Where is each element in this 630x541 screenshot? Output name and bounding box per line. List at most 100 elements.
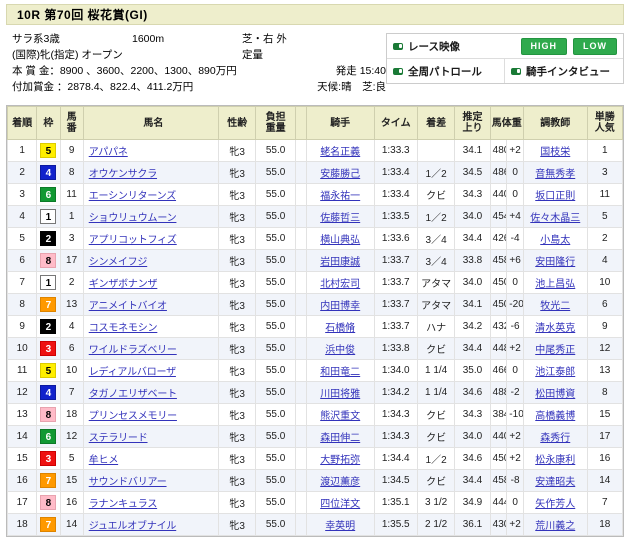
cell-horse-weight-diff: -4 — [506, 227, 524, 250]
interview-label: 騎手インタビュー — [526, 65, 610, 78]
trainer-link[interactable]: 坂口正則 — [535, 191, 576, 202]
horse-name-link[interactable]: レディアルバローザ — [88, 367, 176, 378]
jockey-interview-entry[interactable]: 騎手インタビュー — [505, 59, 623, 83]
trainer-link[interactable]: 矢作芳人 — [535, 499, 576, 510]
cell-frame: 6 — [36, 183, 61, 206]
header-rank: 着順 — [6, 106, 38, 140]
cell-trainer: 松田博資 — [522, 381, 588, 404]
trainer-link[interactable]: 佐々木晶三 — [530, 213, 581, 224]
cell-carried-weight: 55.0 — [255, 249, 296, 272]
video-high-button[interactable]: HIGH — [520, 37, 567, 55]
horse-name-link[interactable]: コスモネモシン — [88, 323, 158, 334]
horse-name-link[interactable]: シンメイフジ — [88, 257, 148, 268]
horse-name-link[interactable]: オウケンサクラ — [88, 169, 158, 180]
cell-horse_no: 3 — [59, 227, 84, 250]
jockey-link[interactable]: 浜中俊 — [325, 345, 356, 356]
header-popularity-line1: 単勝 — [594, 112, 615, 123]
jockey-link[interactable]: 佐藤哲三 — [320, 213, 361, 224]
cell-frame: 2 — [36, 315, 61, 338]
cell-horse-name: 牟ヒメ — [82, 447, 220, 470]
cell-carried-weight: 55.0 — [255, 161, 296, 184]
cell-spacer — [294, 403, 307, 426]
cell-carried-weight: 55.0 — [255, 513, 296, 536]
jockey-link[interactable]: 和田竜二 — [320, 367, 361, 378]
jockey-link[interactable]: 川田将雅 — [320, 389, 361, 400]
trainer-link[interactable]: 池江泰郎 — [535, 367, 576, 378]
jockey-link[interactable]: 蛯名正義 — [320, 147, 361, 158]
cell-horse-name: オウケンサクラ — [82, 161, 220, 184]
horse-name-link[interactable]: ステラリード — [88, 433, 148, 444]
horse-name-link[interactable]: サウンドバリアー — [88, 477, 167, 488]
trainer-link[interactable]: 池上昌弘 — [535, 279, 576, 290]
horse-name-link[interactable]: プリンセスメモリー — [88, 411, 177, 422]
frame-number-badge: 2 — [40, 319, 57, 334]
header-trainer: 調教師 — [522, 106, 588, 140]
trainer-link[interactable]: 安達昭夫 — [535, 477, 576, 488]
cell-sex-age: 牝3 — [218, 315, 257, 338]
trainer-link[interactable]: 清水英克 — [535, 323, 576, 334]
cell-popularity: 4 — [586, 249, 624, 272]
jockey-link[interactable]: 熊沢重文 — [320, 411, 361, 422]
horse-name-link[interactable]: アプリコットフィズ — [88, 235, 177, 246]
trainer-link[interactable]: 安田隆行 — [535, 257, 576, 268]
page-title: 10R 第70回 桜花賞(GI) — [17, 8, 148, 22]
cell-rank: 15 — [6, 447, 38, 470]
horse-name-link[interactable]: アパパネ — [88, 147, 128, 158]
cell-horse_no: 2 — [59, 271, 84, 294]
horse-name-link[interactable]: ワイルドラズベリー — [88, 345, 177, 356]
trainer-link[interactable]: 牧光二 — [540, 301, 571, 312]
cell-horse-weight-diff: -6 — [506, 315, 524, 338]
cell-horse-weight-diff: 0 — [506, 359, 524, 382]
horse-name-link[interactable]: 牟ヒメ — [88, 455, 119, 466]
jockey-link[interactable]: 石橋脩 — [325, 323, 356, 334]
jockey-link[interactable]: 安藤勝己 — [320, 169, 361, 180]
trainer-link[interactable]: 国枝栄 — [540, 147, 571, 158]
horse-name-link[interactable]: エーシンリターンズ — [88, 191, 177, 202]
cell-frame: 1 — [36, 271, 61, 294]
horse-name-link[interactable]: ジュエルオブナイル — [88, 521, 177, 532]
jockey-link[interactable]: 幸英明 — [325, 521, 356, 532]
cell-trainer: 坂口正則 — [522, 183, 588, 206]
cell-horse-weight: 440 — [489, 425, 508, 448]
jockey-link[interactable]: 岩田康誠 — [320, 257, 361, 268]
jockey-link[interactable]: 渡辺薫彦 — [320, 477, 361, 488]
jockey-link[interactable]: 森田伸二 — [320, 433, 361, 444]
jockey-link[interactable]: 四位洋文 — [320, 499, 361, 510]
header-time: タイム — [373, 106, 418, 140]
race-start-info: 発走 15:40 天候:晴 芝:良 — [234, 63, 386, 95]
horse-name-link[interactable]: アニメイトバイオ — [88, 301, 167, 312]
patrol-video-entry[interactable]: 全周パトロール — [387, 59, 505, 83]
cell-carried-weight: 55.0 — [255, 403, 296, 426]
cell-time: 1:33.5 — [373, 205, 418, 228]
trainer-link[interactable]: 松田博資 — [535, 389, 576, 400]
trainer-link[interactable]: 松永康利 — [535, 455, 576, 466]
cell-sex-age: 牝3 — [218, 227, 257, 250]
trainer-link[interactable]: 荒川義之 — [535, 521, 576, 532]
trainer-link[interactable]: 小島太 — [540, 235, 571, 246]
cell-margin: クビ — [416, 425, 456, 448]
video-low-button[interactable]: LOW — [573, 37, 617, 55]
horse-name-link[interactable]: タガノエリザベート — [88, 389, 177, 400]
trainer-link[interactable]: 中尾秀正 — [535, 345, 576, 356]
jockey-link[interactable]: 大野拓弥 — [320, 455, 361, 466]
trainer-link[interactable]: 森秀行 — [540, 433, 571, 444]
jockey-link[interactable]: 内田博幸 — [320, 301, 361, 312]
frame-number-badge: 8 — [40, 253, 57, 268]
cell-carried-weight: 55.0 — [255, 469, 296, 492]
horse-name-link[interactable]: ラナンキュラス — [88, 499, 158, 510]
race-video-entry[interactable]: レース映像 HIGH LOW — [387, 34, 623, 58]
jockey-link[interactable]: 横山典弘 — [320, 235, 361, 246]
jockey-link[interactable]: 北村宏司 — [320, 279, 361, 290]
cell-jockey: 熊沢重文 — [305, 403, 375, 426]
cell-horse-weight-diff: -20 — [506, 293, 524, 316]
trainer-link[interactable]: 音無秀孝 — [535, 169, 576, 180]
trainer-link[interactable]: 高橋義博 — [535, 411, 576, 422]
horse-name-link[interactable]: ギンザボナンザ — [88, 279, 158, 290]
race-added-prize-line: 付加賞金 ：2878.4、822.4、411.2万円 — [12, 79, 387, 95]
cell-trainer: 牧光二 — [522, 293, 588, 316]
jockey-link[interactable]: 福永祐一 — [320, 191, 361, 202]
horse-name-link[interactable]: ショウリュウムーン — [88, 213, 177, 224]
